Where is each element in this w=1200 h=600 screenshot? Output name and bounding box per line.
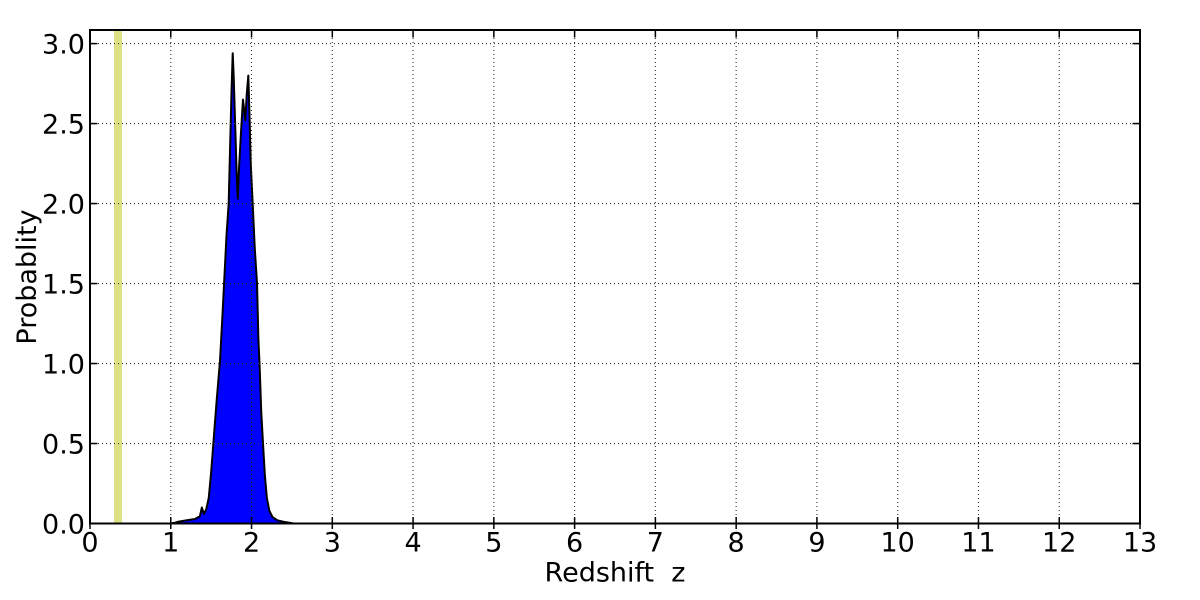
x-tick-label: 0 — [81, 528, 98, 559]
y-tick-label: 2.0 — [42, 190, 85, 221]
x-tick-label: 9 — [808, 528, 825, 559]
tick-labels-layer: 0 1 2 3 4 5 6 7 8 9 10 11 12 130.00.51.01.52.02.53.0 — [42, 30, 1157, 559]
reference-redshift-band — [113, 31, 122, 523]
x-tick-label: 13 — [1123, 528, 1157, 559]
x-tick-label: 10 — [881, 528, 915, 559]
y-tick-label: 0.0 — [42, 510, 85, 541]
x-tick-label: 7 — [647, 528, 664, 559]
gridline-layer — [90, 30, 1140, 524]
redshift-probability-density — [169, 52, 295, 525]
x-axis-label: Redshift z — [545, 558, 686, 589]
y-tick-label: 3.0 — [42, 30, 85, 61]
highlight-band-layer — [113, 31, 122, 523]
y-tick-label: 1.0 — [42, 350, 85, 381]
y-tick-label: 0.5 — [42, 430, 85, 461]
x-tick-label: 4 — [404, 528, 421, 559]
series-layer — [169, 52, 295, 525]
axes-spines-layer — [89, 29, 1141, 525]
y-tick-label: 2.5 — [42, 110, 85, 141]
x-tick-label: 11 — [961, 528, 995, 559]
x-tick-label: 1 — [162, 528, 179, 559]
y-tick-label: 1.5 — [42, 270, 85, 301]
y-axis-label: Probablity — [12, 209, 43, 344]
x-tick-label: 3 — [324, 528, 341, 559]
x-tick-label: 8 — [728, 528, 745, 559]
tick-marks-layer — [89, 30, 1141, 529]
axes-spines — [89, 29, 1141, 525]
x-tick-label: 6 — [566, 528, 583, 559]
x-tick-label: 2 — [243, 528, 260, 559]
x-tick-label: 12 — [1042, 528, 1076, 559]
x-tick-label: 5 — [485, 528, 502, 559]
